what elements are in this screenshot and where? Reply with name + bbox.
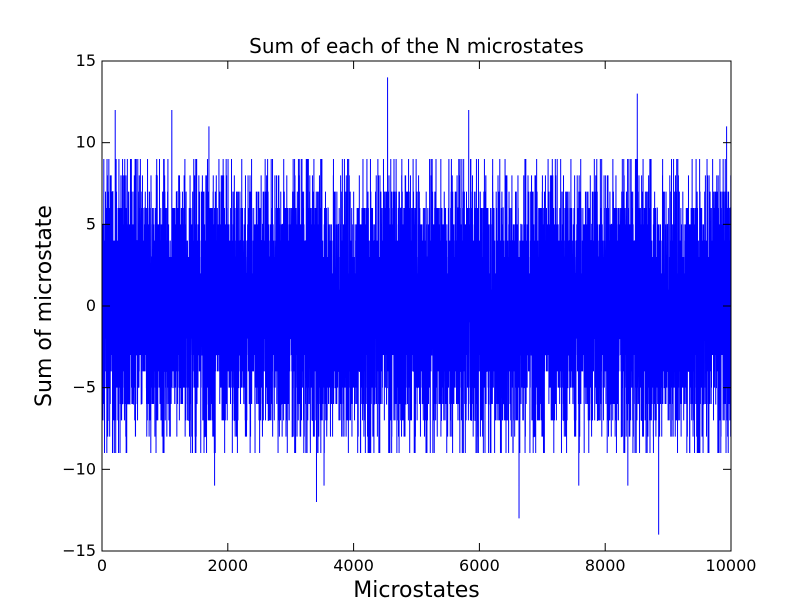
- y-tick-label: 5: [86, 214, 96, 233]
- y-tick-label: −5: [72, 378, 96, 397]
- series-line: [102, 77, 731, 535]
- y-tick-label: 0: [86, 296, 96, 315]
- y-axis-label: Sum of microstate: [32, 205, 57, 407]
- x-tick-label: 2000: [207, 556, 248, 575]
- x-tick-label: 4000: [333, 556, 374, 575]
- y-tick-label: 15: [76, 51, 96, 70]
- x-tick-label: 10000: [706, 556, 757, 575]
- x-tick-label: 8000: [585, 556, 626, 575]
- x-axis-label: Microstates: [353, 578, 479, 603]
- chart-title: Sum of each of the N microstates: [249, 34, 584, 58]
- x-tick-label: 0: [97, 556, 107, 575]
- y-tick-label: 10: [76, 133, 96, 152]
- y-tick-label: −15: [62, 541, 96, 560]
- axes: 0 2000 4000 6000 8000 10000 −15 −10 −5 0 5 10 15: [62, 51, 756, 575]
- plot-area: [102, 77, 731, 535]
- y-tick-label: −10: [62, 459, 96, 478]
- x-tick-label: 6000: [459, 556, 500, 575]
